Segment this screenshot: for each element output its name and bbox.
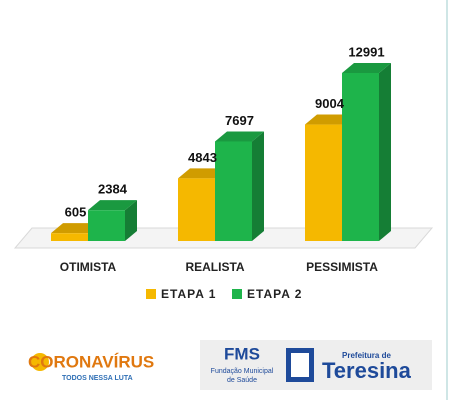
city-name: Teresina	[322, 358, 412, 383]
coat-of-arms-inner	[291, 353, 309, 377]
campaign-logo: CORONAVÍRUS TODOS NESSA LUTA	[28, 352, 154, 381]
legend-swatch	[146, 289, 156, 299]
bar-front	[215, 141, 252, 241]
value-label: 7697	[225, 113, 254, 128]
campaign-subtitle: TODOS NESSA LUTA	[62, 375, 133, 382]
bar-front	[51, 233, 88, 241]
x-tick-label: PESSIMISTA	[306, 260, 378, 274]
bars	[51, 63, 391, 241]
bar-top	[305, 114, 354, 125]
agency-box	[200, 340, 432, 390]
value-label: 4843	[188, 150, 217, 165]
bar-front	[305, 124, 342, 241]
legend-label: ETAPA 2	[247, 287, 302, 301]
value-label: 605	[65, 205, 87, 220]
bar	[342, 63, 391, 241]
value-label: 2384	[98, 182, 128, 197]
bar	[215, 131, 264, 241]
bar-top	[51, 223, 100, 234]
bar-front	[178, 178, 215, 241]
bar-front	[342, 73, 379, 241]
bar-front	[88, 210, 125, 241]
agency-name-2: de Saúde	[227, 377, 257, 384]
value-label: 9004	[315, 96, 345, 111]
agency-acronym: FMS	[224, 344, 260, 363]
x-tick-label: OTIMISTA	[60, 260, 117, 274]
bar-top	[178, 168, 227, 179]
virus-icon	[31, 353, 49, 371]
bar-top	[215, 131, 264, 142]
legend-swatch	[232, 289, 242, 299]
city-prefix: Prefeitura de	[342, 351, 391, 360]
bar-side	[379, 63, 391, 241]
bar	[88, 200, 137, 241]
legend-label: ETAPA 1	[161, 287, 216, 301]
agency-name-1: Fundação Municipal	[211, 368, 274, 375]
bar-side	[125, 200, 137, 241]
agency-logo: FMS Fundação Municipal de Saúde Prefeitu…	[200, 340, 432, 390]
x-tick-label: REALISTA	[185, 260, 244, 274]
bar-top	[342, 63, 391, 73]
legend: ETAPA 1 ETAPA 2	[146, 287, 302, 301]
bar-side	[252, 131, 264, 241]
campaign-title: CORONAVÍRUS	[28, 352, 154, 371]
value-label: 12991	[348, 44, 384, 59]
bar-top	[88, 200, 137, 211]
